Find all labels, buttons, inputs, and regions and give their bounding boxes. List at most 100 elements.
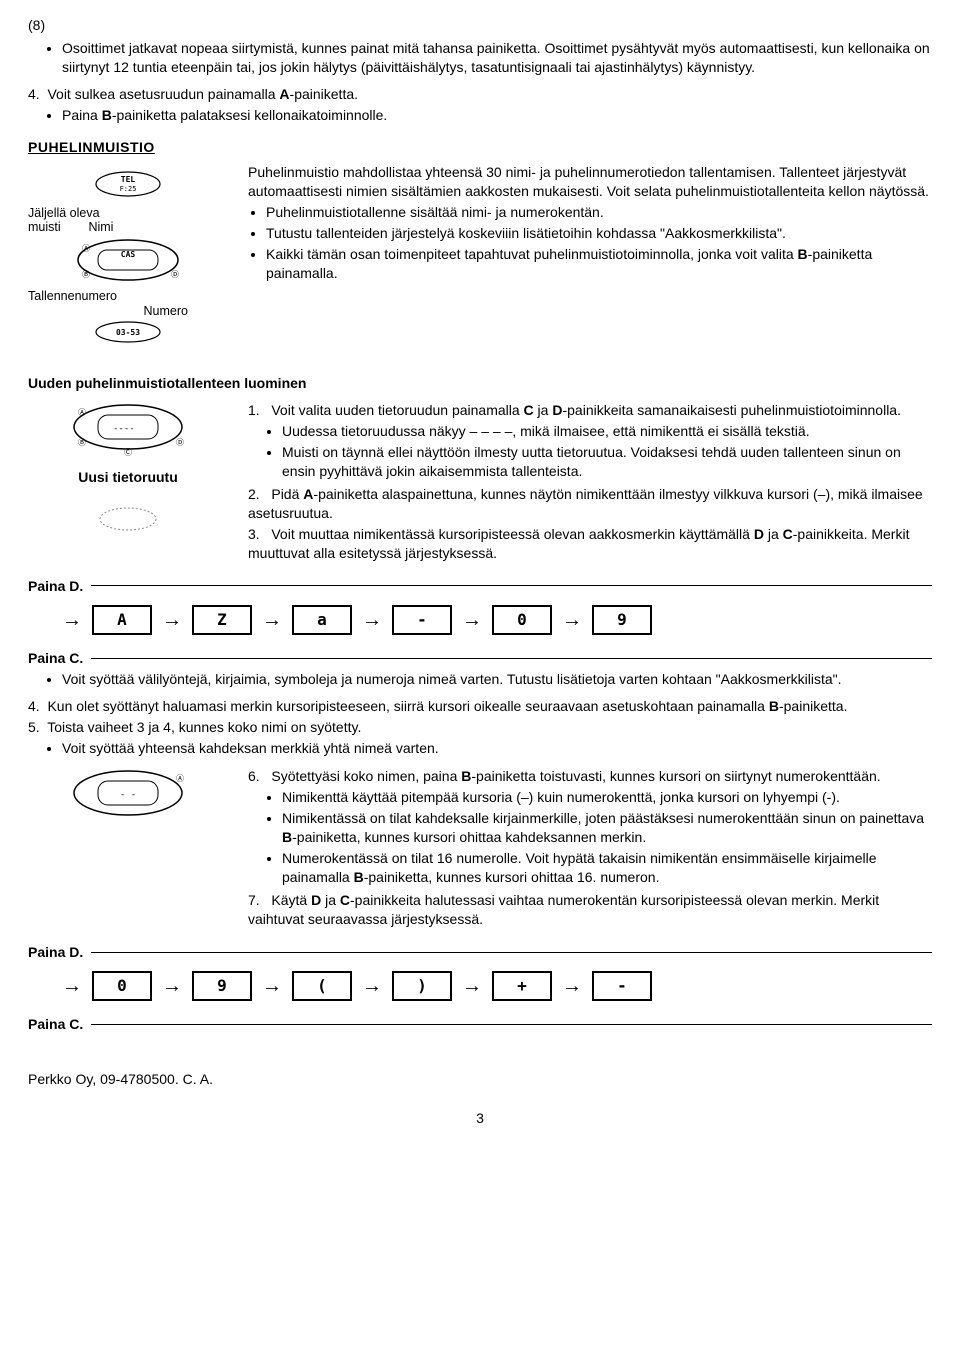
step-4b: 4. Kun olet syöttänyt haluamasi merkin k… (28, 697, 932, 716)
svg-text:Ⓓ: Ⓓ (176, 438, 184, 447)
step-num: 4. (28, 86, 40, 102)
text: Paina (62, 107, 102, 123)
button-ref-b: B (282, 829, 292, 845)
list-item: Paina B-painiketta palataksesi kellonaik… (62, 106, 932, 125)
button-ref-b: B (769, 698, 779, 714)
step-2: 2. Pidä A-painiketta alaspainettuna, kun… (248, 485, 932, 523)
diagram-column-3: - - Ⓐ (28, 765, 228, 830)
seq-cell: 0 (92, 971, 152, 1001)
step-num: 7. (248, 892, 260, 908)
svg-text:Ⓐ: Ⓐ (78, 408, 86, 417)
list-item: Puhelinmuistiotallenne sisältää nimi- ja… (266, 203, 932, 222)
arrow-line-icon (91, 585, 932, 586)
arrow-line-icon (91, 1024, 932, 1025)
arrow-right-icon: → (162, 607, 182, 634)
button-ref-c: C (340, 892, 350, 908)
button-ref-b: B (102, 107, 112, 123)
button-ref-c: C (783, 526, 793, 542)
seq-cell: ) (392, 971, 452, 1001)
list-item: Nimikentässä on tilat kahdeksalle kirjai… (282, 809, 932, 847)
arrow-right-icon: → (362, 973, 382, 1000)
arrow-right-icon: → (462, 607, 482, 634)
watch-number-entry-icon: - - Ⓐ (68, 767, 188, 823)
step-1: 1. Voit valita uuden tietoruudun painama… (248, 401, 932, 420)
step-6: 6. Syötettyäsi koko nimen, paina B-paini… (248, 767, 932, 786)
text: -painiketta. (290, 86, 358, 102)
seq-cell: Z (192, 605, 252, 635)
text: Voit muuttaa nimikentässä kursoripistees… (271, 526, 753, 542)
paina-d-label: Paina D. (28, 577, 83, 596)
page-number-top: (8) (28, 16, 932, 35)
arrow-right-icon: → (162, 973, 182, 1000)
svg-text:Ⓑ: Ⓑ (78, 438, 86, 447)
text: Kun olet syöttänyt haluamasi merkin kurs… (47, 698, 768, 714)
label-numero: Numero (28, 304, 228, 318)
seq-cell: - (392, 605, 452, 635)
button-ref-a: A (303, 486, 313, 502)
svg-text:Ⓒ: Ⓒ (124, 448, 132, 457)
seq-cell: A (92, 605, 152, 635)
char-sequence-2: → 0 → 9 → ( → ) → + → - (62, 971, 932, 1001)
text: -painiketta toistuvasti, kunnes kursori … (471, 768, 880, 784)
arrow-line-icon (91, 658, 932, 659)
blank-lcd-icon (98, 505, 158, 533)
text: Pidä (271, 486, 303, 502)
seq-cell: a (292, 605, 352, 635)
step-7: 7. Käytä D ja C-painikkeita halutessasi … (248, 891, 932, 929)
text: Voit sulkea asetusruudun painamalla (47, 86, 279, 102)
svg-text:TEL: TEL (121, 175, 136, 184)
lcd-bottom-icon: 03-53 (93, 320, 163, 344)
list-item: Voit syöttää välilyöntejä, kirjaimia, sy… (62, 670, 932, 689)
svg-text:03-53: 03-53 (116, 328, 140, 337)
arrow-right-icon: → (262, 607, 282, 634)
arrow-right-icon: → (362, 607, 382, 634)
text: Voit valita uuden tietoruudun painamalla (271, 402, 523, 418)
step-4: 4. Voit sulkea asetusruudun painamalla A… (28, 85, 932, 104)
step-num: 1. (248, 402, 260, 418)
seq-cell: 0 (492, 605, 552, 635)
step-num: 3. (248, 526, 260, 542)
list-item: Uudessa tietoruudussa näkyy – – – –, mik… (282, 422, 932, 441)
label-muisti: muisti (28, 220, 61, 234)
arrow-right-icon: → (562, 607, 582, 634)
text: -painikkeita samanaikaisesti puhelinmuis… (562, 402, 901, 418)
paina-c-label: Paina C. (28, 1015, 83, 1034)
button-ref-d: D (552, 402, 562, 418)
arrow-right-icon: → (562, 973, 582, 1000)
text: ja (764, 526, 783, 542)
text: Käytä (271, 892, 311, 908)
svg-text:Ⓐ: Ⓐ (176, 774, 184, 783)
svg-text:----: ---- (113, 424, 135, 434)
char-sequence-1: → A → Z → a → - → 0 → 9 (62, 605, 932, 635)
text: ja (534, 402, 553, 418)
text: -painiketta, kunnes kursori ohittaa 16. … (364, 869, 660, 885)
paina-d-label: Paina D. (28, 943, 83, 962)
text: Kaikki tämän osan toimenpiteet tapahtuva… (266, 246, 798, 262)
button-ref-d: D (311, 892, 321, 908)
puhelinmuistio-intro: Puhelinmuistio mahdollistaa yhteensä 30 … (248, 163, 932, 201)
step-4-sub: Paina B-painiketta palataksesi kellonaik… (28, 106, 932, 125)
watch-new-record-icon: ---- Ⓐ Ⓑ Ⓓ Ⓒ (68, 401, 188, 457)
text: -painiketta palataksesi kellonaikatoimin… (112, 107, 388, 123)
seq-cell: 9 (592, 605, 652, 635)
svg-text:F:25: F:25 (120, 185, 137, 193)
svg-text:Ⓑ: Ⓑ (82, 270, 90, 279)
step-num: 2. (248, 486, 260, 502)
lcd-top-icon: TEL F:25 (93, 169, 163, 199)
seq-cell: ( (292, 971, 352, 1001)
subheading-uuden: Uuden puhelinmuistiotallenteen luominen (28, 374, 932, 393)
arrow-right-icon: → (62, 607, 82, 634)
button-ref-b: B (461, 768, 471, 784)
paina-c-label: Paina C. (28, 649, 83, 668)
text: Toista vaiheet 3 ja 4, kunnes koko nimi … (47, 719, 361, 735)
list-item: Numerokentässä on tilat 16 numerolle. Vo… (282, 849, 932, 887)
text: -painiketta. (779, 698, 847, 714)
text: ja (321, 892, 340, 908)
step-num: 5. (28, 719, 40, 735)
footer-text: Perkko Oy, 09-4780500. C. A. (28, 1070, 932, 1089)
text: -painiketta, kunnes kursori ohittaa kahd… (292, 829, 646, 845)
text: Nimikentässä on tilat kahdeksalle kirjai… (282, 810, 924, 826)
seq-cell: 9 (192, 971, 252, 1001)
svg-text:Ⓓ: Ⓓ (171, 270, 179, 279)
list-item: Kaikki tämän osan toimenpiteet tapahtuva… (266, 245, 932, 283)
